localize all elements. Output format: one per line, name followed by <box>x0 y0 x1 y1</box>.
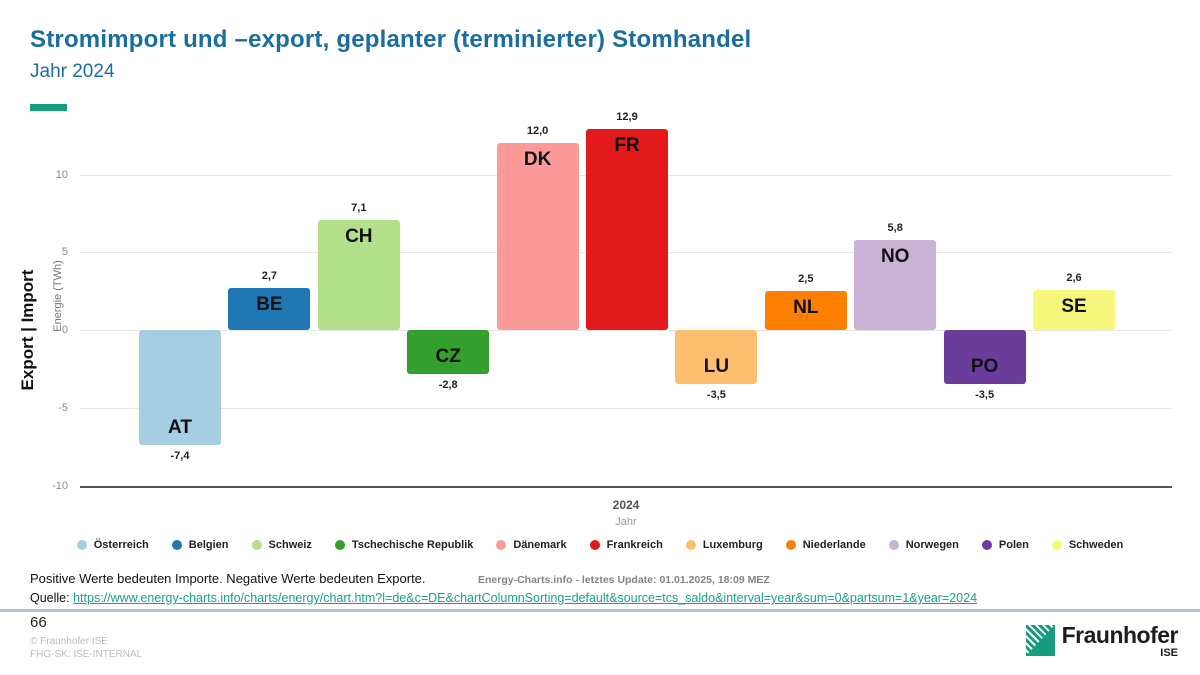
bar-code-NL: NL <box>793 297 819 319</box>
legend-dot <box>171 540 182 550</box>
copyright-line1: © Fraunhofer ISE <box>30 636 108 647</box>
page-subtitle: Jahr 2024 <box>30 61 115 82</box>
legend-item-schweden: Schweden <box>1051 539 1124 551</box>
bar-value-LU: -3,5 <box>706 389 726 402</box>
legend-item-d-nemark: Dänemark <box>496 539 567 551</box>
logo-name: Fraunhofer <box>1061 622 1179 648</box>
bar-code-NO: NO <box>880 245 910 267</box>
legend-dot <box>1051 540 1062 550</box>
legend-dot <box>251 540 262 550</box>
chart-note: Positive Werte bedeuten Importe. Negativ… <box>30 571 426 586</box>
bar-NO <box>854 239 937 330</box>
bar-AT <box>139 330 221 446</box>
bar-code-SE: SE <box>1061 295 1087 317</box>
update-info: Energy-Charts.info - letztes Update: 01.… <box>478 574 770 586</box>
accent-dash <box>30 104 67 111</box>
legend-item--sterreich: Österreich <box>76 539 149 551</box>
copyright-line2: FHG-SK: ISE-INTERNAL <box>30 649 143 660</box>
bar-value-CZ: -2,8 <box>438 378 458 391</box>
chart-legend: Österreich Belgien Schweiz Tschechische Rep… <box>0 539 1200 551</box>
legend-label: Schweden <box>1068 539 1124 551</box>
legend-label: Frankreich <box>606 539 663 551</box>
legend-dot <box>888 540 899 550</box>
legend-item-niederlande: Niederlande <box>785 539 866 551</box>
x-axis-label: Jahr <box>615 516 637 528</box>
legend-dot <box>496 540 507 550</box>
legend-dot <box>76 540 87 550</box>
gridline-0 <box>80 330 1172 331</box>
bar-NL <box>764 291 847 330</box>
bar-value-DK: 12,0 <box>526 125 549 138</box>
bar-code-DK: DK <box>523 149 552 171</box>
logo-unit: ISE <box>1160 647 1178 659</box>
legend-dot <box>981 540 992 550</box>
bar-value-PO: -3,5 <box>975 389 995 402</box>
source-line: Quelle: https://www.energy-charts.info/c… <box>30 591 977 605</box>
legend-label: Schweiz <box>268 539 312 551</box>
source-label: Quelle: <box>30 591 70 605</box>
bar-code-CH: CH <box>345 225 373 247</box>
legend-item-norwegen: Norwegen <box>888 539 959 551</box>
bar-value-CH: 7,1 <box>351 201 367 214</box>
bar-value-BE: 2,7 <box>261 270 278 282</box>
legend-label: Luxemburg <box>702 539 763 551</box>
footer-divider <box>0 609 1200 612</box>
y-tick-0: 0 <box>61 324 68 336</box>
bar-value-FR: 12,9 <box>616 111 638 124</box>
fraunhofer-logo-icon <box>1025 625 1055 656</box>
legend-dot <box>685 540 696 550</box>
bar-code-CZ: CZ <box>435 345 461 367</box>
bar-CH <box>317 219 400 330</box>
bar-value-AT: -7,4 <box>170 450 190 463</box>
bar-code-FR: FR <box>614 135 640 157</box>
legend-label: Norwegen <box>905 539 959 551</box>
copyright: © Fraunhofer ISE FHG-SK: ISE-INTERNAL <box>30 635 142 661</box>
bar-value-NO: 5,8 <box>887 221 903 234</box>
legend-item-belgien: Belgien <box>171 539 229 551</box>
bar-code-BE: BE <box>256 294 283 315</box>
legend-label: Belgien <box>188 539 229 551</box>
gridline--10 <box>80 485 1172 488</box>
legend-label: Polen <box>998 539 1029 551</box>
bar-code-AT: AT <box>168 417 192 439</box>
legend-label: Tschechische Republik <box>351 539 474 551</box>
bar-PO <box>943 330 1026 385</box>
bar-value-SE: 2,6 <box>1066 271 1082 284</box>
bar-code-PO: PO <box>970 356 999 378</box>
legend-item-polen: Polen <box>981 539 1029 551</box>
legend-dot <box>785 540 796 550</box>
bar-code-LU: LU <box>703 356 730 378</box>
legend-label: Niederlande <box>802 539 866 551</box>
legend-label: Österreich <box>93 539 149 551</box>
y-axis-label-energy: Energie (TWh) <box>51 260 64 332</box>
y-tick--5: -5 <box>58 401 68 414</box>
bar-value-NL: 2,5 <box>798 273 814 286</box>
y-tick-10: 10 <box>55 168 68 181</box>
legend-dot <box>334 540 345 550</box>
bar-DK <box>496 143 579 330</box>
bar-LU <box>675 330 758 385</box>
legend-item-luxemburg: Luxemburg <box>685 539 763 551</box>
bar-SE <box>1033 289 1115 330</box>
y-tick--10: -10 <box>52 479 68 492</box>
x-axis-tick-year: 2024 <box>612 498 640 512</box>
bar-CZ <box>407 330 490 374</box>
legend-item-schweiz: Schweiz <box>251 539 312 551</box>
legend-item-frankreich: Frankreich <box>589 539 663 551</box>
bar-BE <box>228 288 311 330</box>
legend-item-tschechische-republik: Tschechische Republik <box>334 539 474 551</box>
source-link[interactable]: https://www.energy-charts.info/charts/en… <box>73 591 978 605</box>
bar-FR <box>586 129 668 330</box>
page-number: 66 <box>30 614 47 631</box>
y-tick-5: 5 <box>61 246 68 259</box>
legend-label: Dänemark <box>513 539 567 551</box>
legend-dot <box>589 540 600 550</box>
gridline--5 <box>80 407 1172 409</box>
page-title: Stromimport und –export, geplanter (term… <box>30 26 752 53</box>
fraunhofer-logo: Fraunhofer ISE <box>1025 622 1179 659</box>
